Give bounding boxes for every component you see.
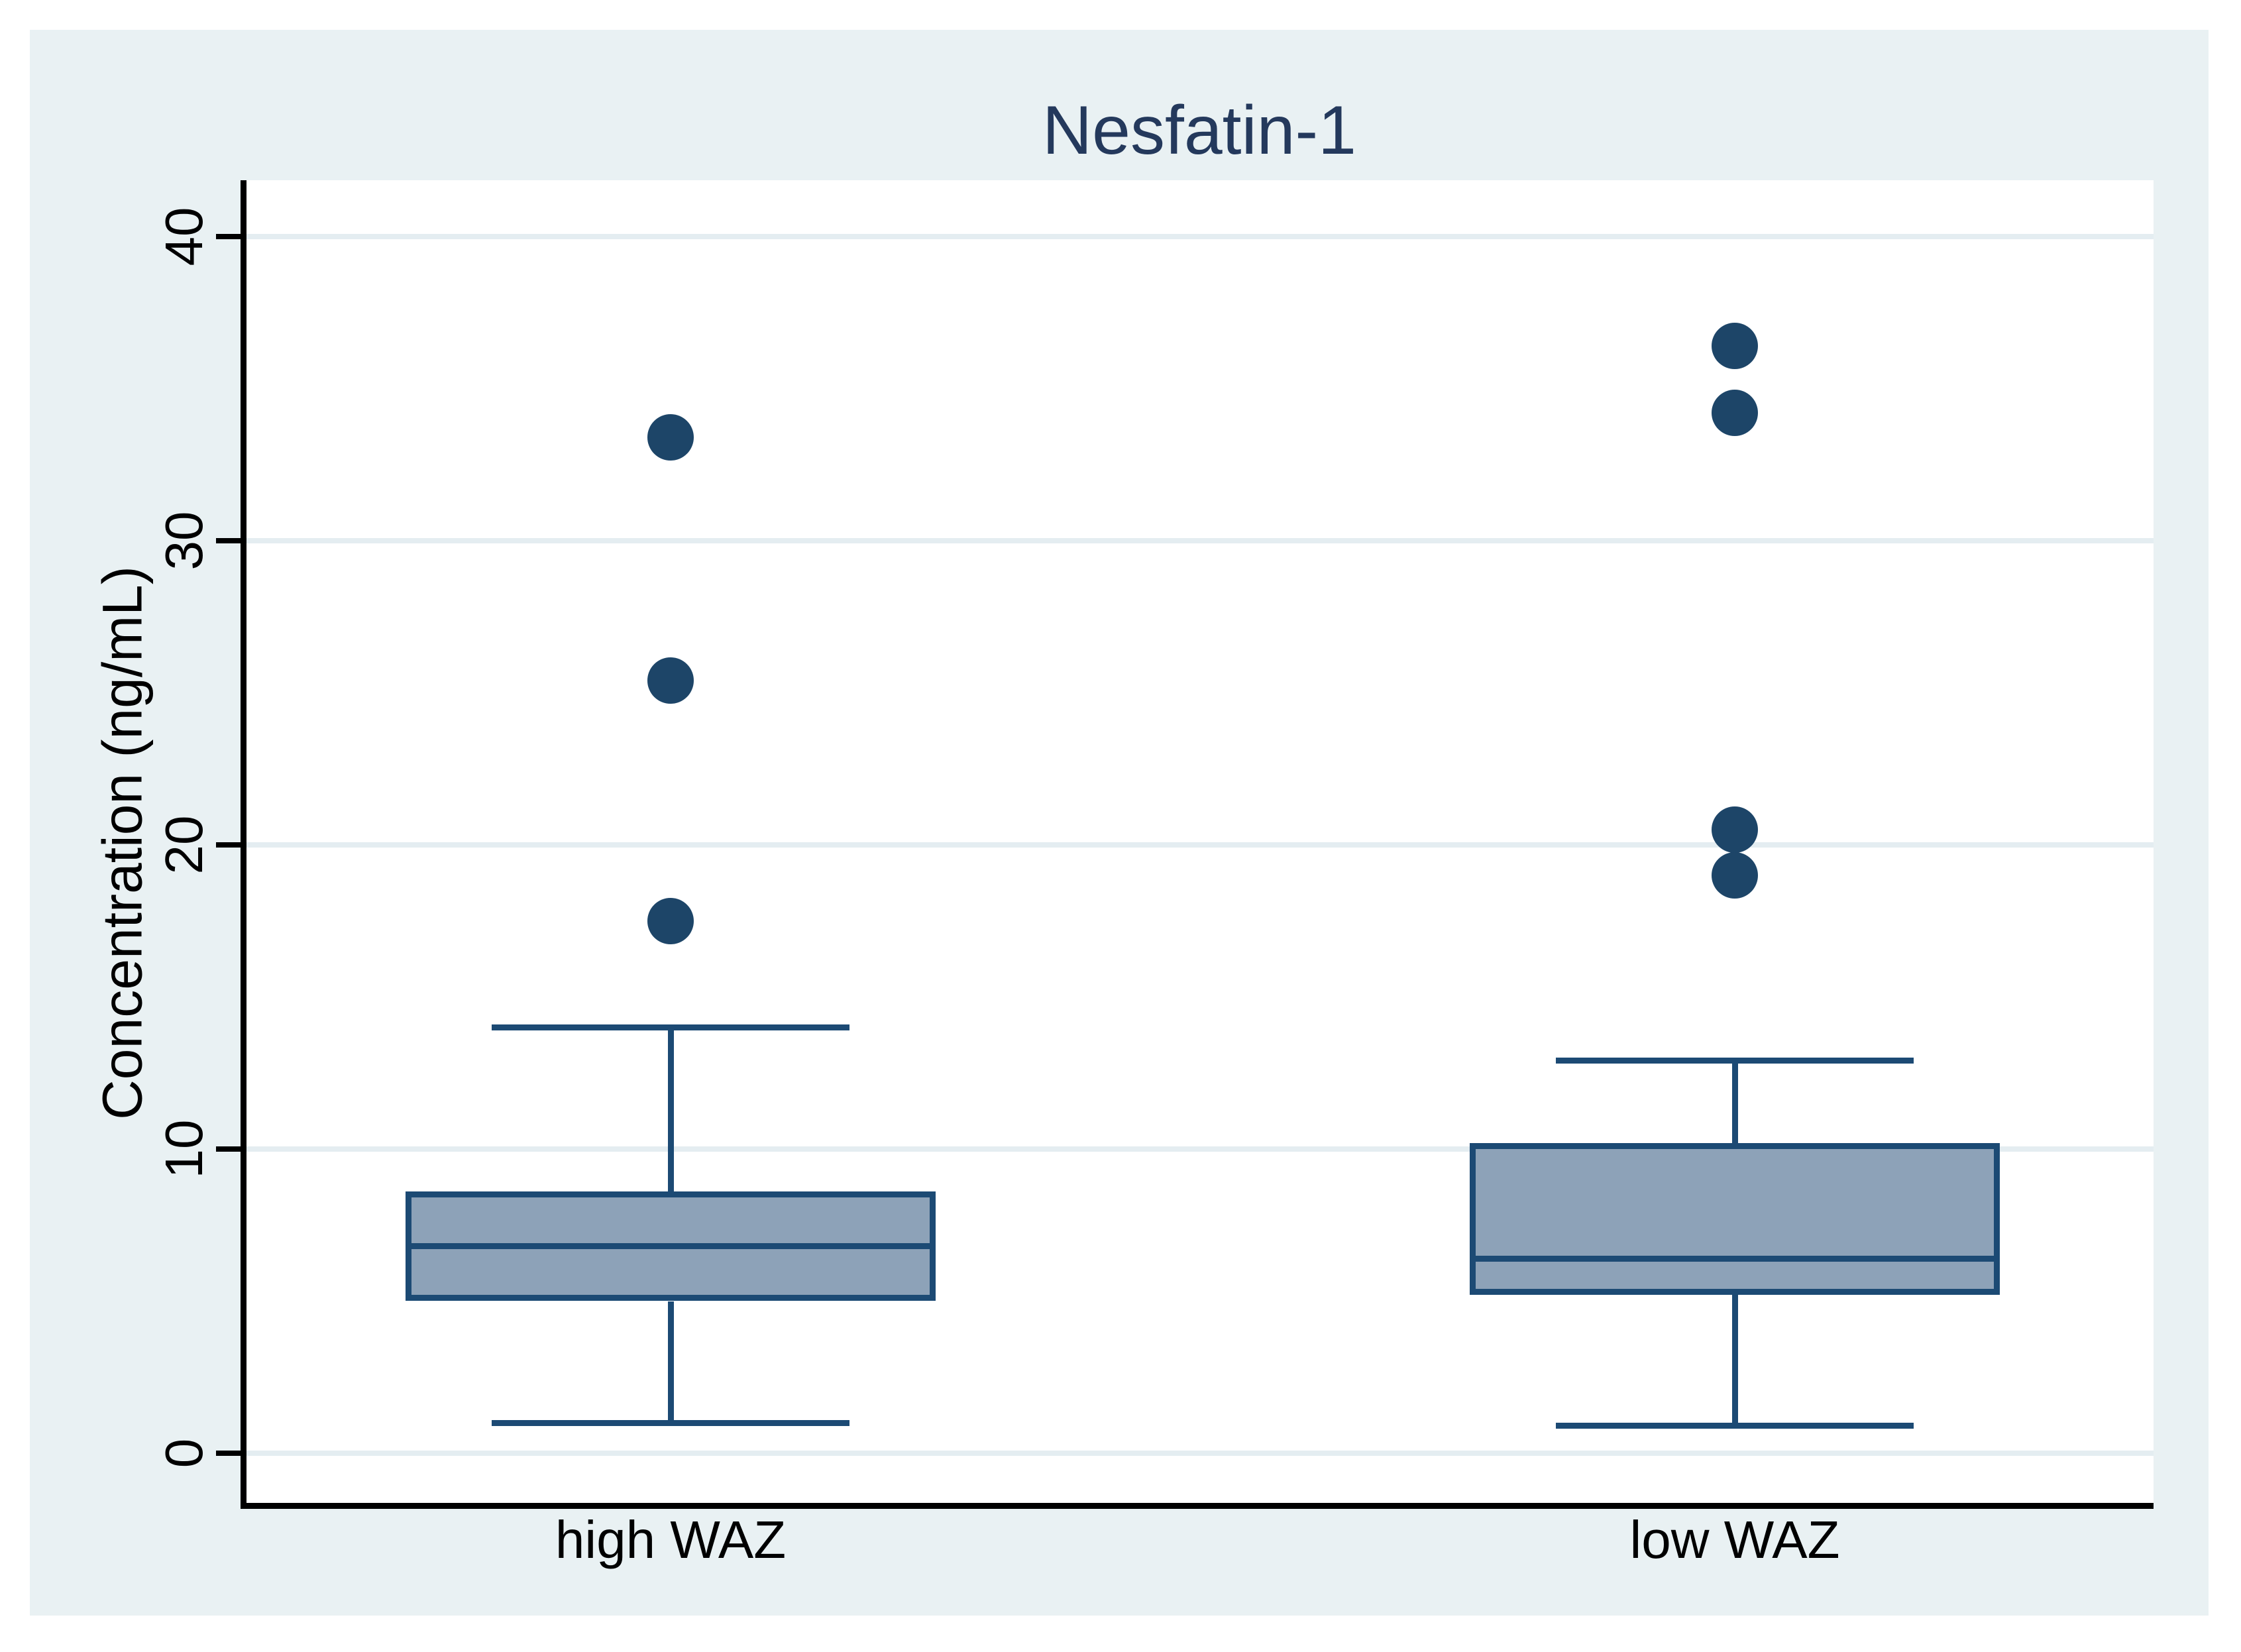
iqr-box [406,1191,936,1301]
outlier-dot [1712,390,1758,437]
gridline [246,842,2154,848]
y-tick-label: 10 [154,1119,213,1179]
lower-whisker-cap [492,1419,849,1426]
outlier-dot [647,657,694,704]
y-tick [216,234,241,239]
y-tick [216,1451,241,1456]
gridline [246,1451,2154,1456]
outlier-dot [1712,806,1758,854]
upper-whisker-line [1731,1060,1738,1143]
upper-whisker-cap [1556,1058,1914,1064]
lower-whisker-line [1731,1295,1738,1426]
y-tick-label: 40 [154,207,213,266]
y-tick [216,538,241,543]
median-line [411,1243,930,1250]
y-tick-label: 20 [154,815,213,875]
upper-whisker-cap [492,1024,849,1030]
iqr-box [1470,1142,2000,1295]
lower-whisker-cap [1556,1423,1914,1429]
gridline [246,538,2154,543]
outlier-dot [647,897,694,944]
y-tick [216,1146,241,1152]
gridline [246,1146,2154,1152]
plot-area [241,180,2154,1509]
x-category-label: high WAZ [555,1510,787,1569]
upper-whisker-line [667,1027,674,1192]
outlier-dot [647,413,694,461]
x-category-label: low WAZ [1629,1510,1840,1569]
y-axis-title: Concentration (ng/mL) [91,566,154,1120]
y-tick-label: 30 [154,511,213,571]
outlier-dot [1712,852,1758,899]
chart-title: Nesfatin-1 [1042,92,1356,169]
median-line [1476,1255,1994,1262]
lower-whisker-line [667,1301,674,1423]
gridline [246,234,2154,239]
outlier-dot [1712,323,1758,370]
y-tick [216,842,241,848]
y-tick-label: 0 [154,1438,213,1468]
